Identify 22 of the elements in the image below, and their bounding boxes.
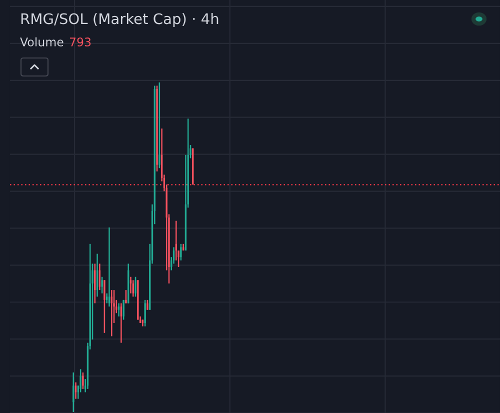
candlestick <box>82 372 84 390</box>
candlestick <box>104 280 106 334</box>
candlestick <box>118 302 120 318</box>
text: 793 <box>70 37 91 46</box>
candlestick <box>146 299 148 310</box>
candlestick <box>180 243 182 262</box>
candlestick <box>72 372 74 413</box>
text: Volume <box>20 37 64 46</box>
candlestick <box>156 85 158 172</box>
candlestick <box>134 276 136 298</box>
candlestick <box>80 368 82 393</box>
chart-title: RMG/SOL (Market Cap) · 4h <box>21 12 218 28</box>
candlestick <box>144 299 146 327</box>
candlestick <box>130 276 132 294</box>
candlestick <box>137 280 139 320</box>
candlestick <box>158 82 160 169</box>
candlestick <box>120 302 122 344</box>
candlestick <box>98 263 101 291</box>
candlestick <box>125 289 127 304</box>
candlestick <box>132 280 134 298</box>
candlestick <box>122 299 124 320</box>
candlestick <box>101 276 103 294</box>
